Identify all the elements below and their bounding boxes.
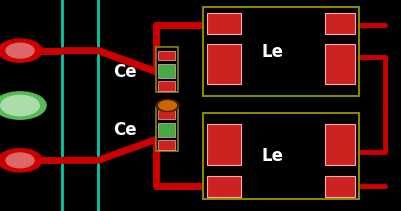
Circle shape <box>0 92 46 119</box>
Circle shape <box>6 153 34 168</box>
Circle shape <box>156 99 179 112</box>
Text: Le: Le <box>262 147 284 165</box>
Bar <box>325 44 355 84</box>
Bar <box>207 176 241 197</box>
Circle shape <box>1 95 39 116</box>
Text: Ce: Ce <box>113 121 136 139</box>
Bar <box>158 140 175 150</box>
Text: Ce: Ce <box>113 63 136 81</box>
Bar <box>158 64 175 78</box>
Bar <box>207 124 241 165</box>
Circle shape <box>0 149 42 172</box>
Bar <box>203 113 359 199</box>
Bar <box>325 124 355 165</box>
Bar <box>207 44 241 84</box>
Circle shape <box>6 43 34 58</box>
Bar <box>203 7 359 96</box>
Bar <box>325 13 355 34</box>
Circle shape <box>0 39 42 62</box>
Bar <box>156 47 178 92</box>
Circle shape <box>159 101 176 110</box>
Bar <box>156 107 178 151</box>
Bar <box>158 110 175 119</box>
Bar <box>325 176 355 197</box>
Bar <box>158 123 175 137</box>
Bar <box>158 51 175 60</box>
Bar <box>207 13 241 34</box>
Bar <box>158 81 175 91</box>
Text: Le: Le <box>262 43 284 61</box>
